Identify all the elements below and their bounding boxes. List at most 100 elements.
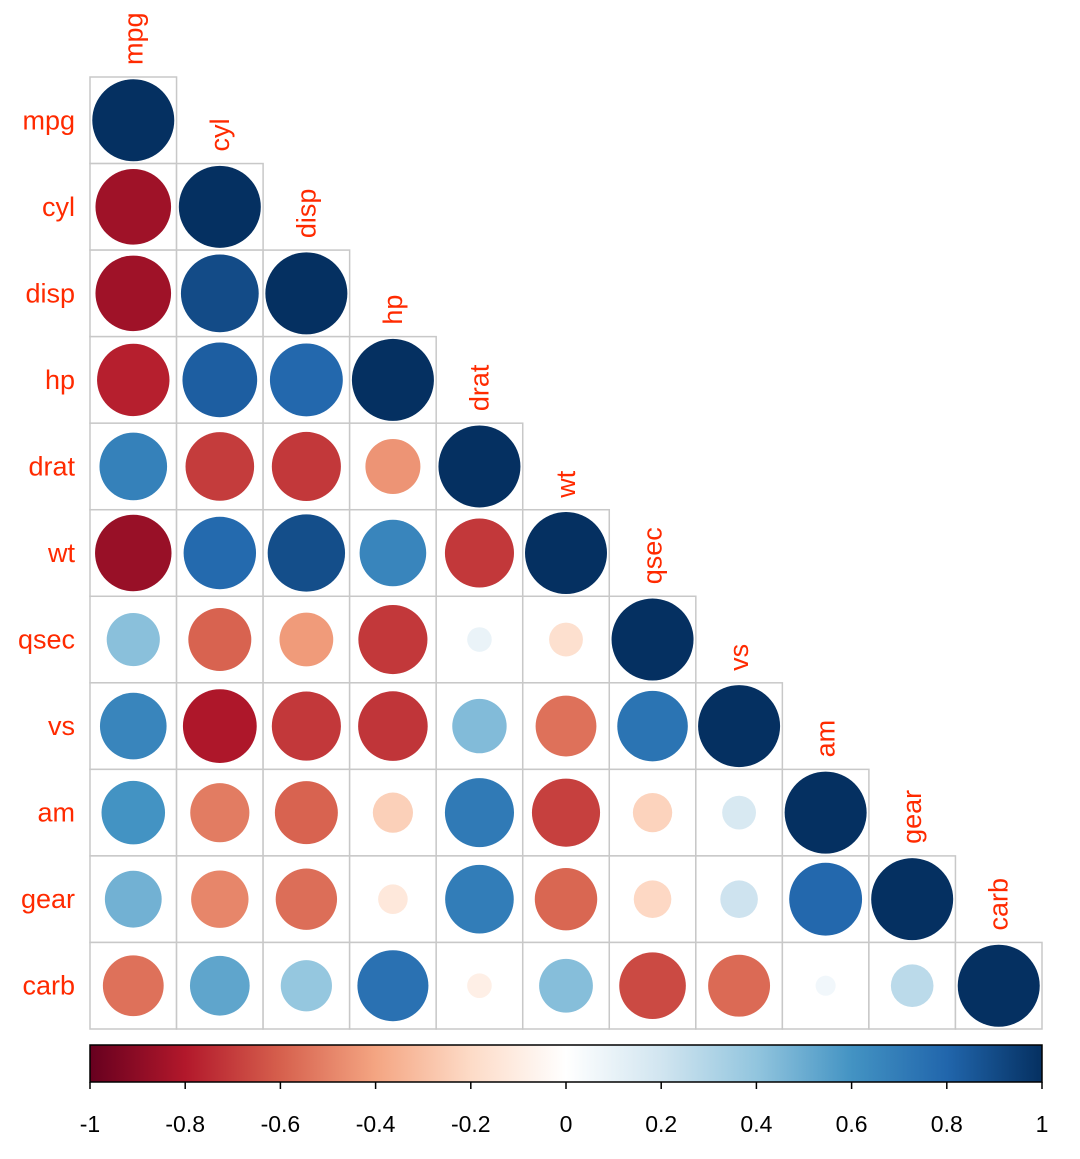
col-label-hp: hp	[378, 295, 408, 325]
corr-circle-carb-gear	[890, 964, 934, 1008]
col-label-wt: wt	[551, 470, 581, 498]
corr-circle-vs-disp	[271, 691, 341, 761]
row-label-cyl: cyl	[42, 192, 75, 222]
corr-circle-vs-drat	[452, 698, 507, 754]
corr-circle-am-vs	[722, 795, 756, 830]
corr-circle-carb-disp	[280, 960, 332, 1012]
corr-circle-vs-hp	[358, 691, 428, 761]
grid-cell	[348, 422, 437, 511]
corr-circle-qsec-disp	[279, 612, 334, 667]
col-label-disp: disp	[291, 189, 321, 239]
corr-circle-carb-hp	[357, 950, 429, 1022]
colorbar-tick-label: 0	[560, 1111, 573, 1137]
corr-circle-am-qsec	[632, 792, 673, 833]
corr-circle-carb-drat	[467, 973, 492, 999]
corr-circle-gear-disp	[275, 868, 338, 930]
corr-circle-gear-wt	[534, 867, 598, 931]
corr-circle-carb-cyl	[189, 955, 250, 1016]
corr-circle-wt-wt	[525, 512, 607, 594]
row-label-disp: disp	[25, 278, 75, 308]
corr-circle-carb-wt	[539, 958, 593, 1013]
corr-circle-cyl-cyl	[178, 165, 261, 248]
colorbar-tick-label: 0.2	[645, 1111, 677, 1137]
col-label-gear: gear	[897, 790, 927, 844]
corr-circle-disp-mpg	[95, 255, 172, 332]
corr-circle-qsec-wt	[549, 622, 583, 657]
corr-circle-gear-am	[789, 862, 863, 936]
corr-circle-carb-am	[815, 975, 836, 996]
grid-cell	[89, 595, 178, 684]
col-label-drat: drat	[464, 364, 494, 411]
corr-circle-wt-drat	[444, 518, 515, 588]
col-label-am: am	[811, 720, 841, 758]
corr-circle-am-drat	[444, 778, 515, 848]
colorbar-tick-label: -0.6	[261, 1111, 301, 1137]
corr-circle-qsec-hp	[358, 604, 428, 675]
corr-circle-carb-mpg	[102, 955, 164, 1017]
corr-circle-qsec-qsec	[611, 598, 694, 681]
row-label-drat: drat	[28, 451, 75, 481]
corr-circle-disp-disp	[265, 252, 348, 335]
corr-circle-gear-mpg	[104, 870, 162, 928]
corr-circle-drat-hp	[365, 438, 421, 494]
row-label-wt: wt	[47, 538, 75, 568]
corr-circle-qsec-cyl	[188, 608, 252, 672]
corr-circle-wt-disp	[267, 514, 346, 592]
corr-circle-am-wt	[531, 778, 601, 847]
corr-circle-am-am	[784, 771, 867, 854]
corr-circle-disp-cyl	[180, 254, 259, 333]
col-label-carb: carb	[984, 878, 1014, 931]
colorbar-tick-label: -1	[80, 1111, 100, 1137]
colorbar-tick-label: -0.8	[165, 1111, 205, 1137]
corr-circle-am-cyl	[190, 783, 250, 843]
corr-circle-gear-drat	[445, 864, 514, 934]
corr-circle-wt-cyl	[183, 516, 257, 590]
row-label-am: am	[37, 798, 75, 828]
corr-circle-vs-qsec	[617, 690, 688, 762]
row-label-hp: hp	[45, 365, 75, 395]
corr-circle-hp-disp	[269, 343, 343, 417]
corr-circle-carb-carb	[957, 944, 1040, 1027]
colorbar-tick-label: 0.4	[740, 1111, 772, 1137]
corr-circle-vs-cyl	[182, 689, 257, 763]
corr-circle-drat-drat	[438, 425, 521, 508]
colorbar-tick-label: -0.2	[451, 1111, 491, 1137]
colorbar-tick-label: 0.8	[931, 1111, 963, 1137]
corr-circle-wt-hp	[359, 519, 427, 587]
corr-circle-gear-qsec	[633, 880, 672, 918]
corr-circle-vs-vs	[698, 685, 781, 768]
col-label-vs: vs	[724, 644, 754, 671]
corr-circle-vs-mpg	[99, 692, 167, 760]
corr-circle-gear-gear	[871, 858, 954, 941]
corr-circle-carb-vs	[708, 954, 771, 1017]
corr-circle-drat-mpg	[99, 432, 168, 501]
colorbar-tick-label: 0.6	[836, 1111, 868, 1137]
corr-circle-am-mpg	[101, 780, 166, 845]
row-label-carb: carb	[22, 971, 75, 1001]
corr-circle-hp-mpg	[97, 343, 170, 417]
row-label-gear: gear	[21, 884, 75, 914]
colorbar	[89, 1044, 1043, 1083]
colorbar-tick-label: 1	[1036, 1111, 1049, 1137]
corr-circle-am-hp	[372, 792, 413, 833]
corr-circle-cyl-mpg	[95, 169, 172, 245]
corr-circle-vs-wt	[535, 695, 597, 757]
corr-circle-mpg-mpg	[92, 79, 175, 162]
corr-circle-drat-cyl	[185, 432, 255, 501]
row-label-qsec: qsec	[18, 625, 75, 655]
col-label-mpg: mpg	[118, 12, 148, 65]
colorbar-tick-label: -0.4	[356, 1111, 396, 1137]
corr-circle-gear-cyl	[191, 870, 249, 928]
corr-circle-am-disp	[274, 781, 338, 845]
corr-circle-qsec-drat	[467, 627, 492, 652]
row-label-vs: vs	[48, 711, 75, 741]
corr-circle-qsec-mpg	[106, 612, 160, 667]
corr-circle-hp-hp	[351, 338, 434, 421]
corr-circle-gear-vs	[720, 880, 758, 918]
col-label-cyl: cyl	[205, 119, 235, 152]
corr-circle-carb-qsec	[619, 952, 686, 1020]
col-label-qsec: qsec	[638, 527, 668, 584]
corr-circle-gear-hp	[378, 884, 408, 914]
corr-circle-drat-disp	[271, 431, 341, 502]
